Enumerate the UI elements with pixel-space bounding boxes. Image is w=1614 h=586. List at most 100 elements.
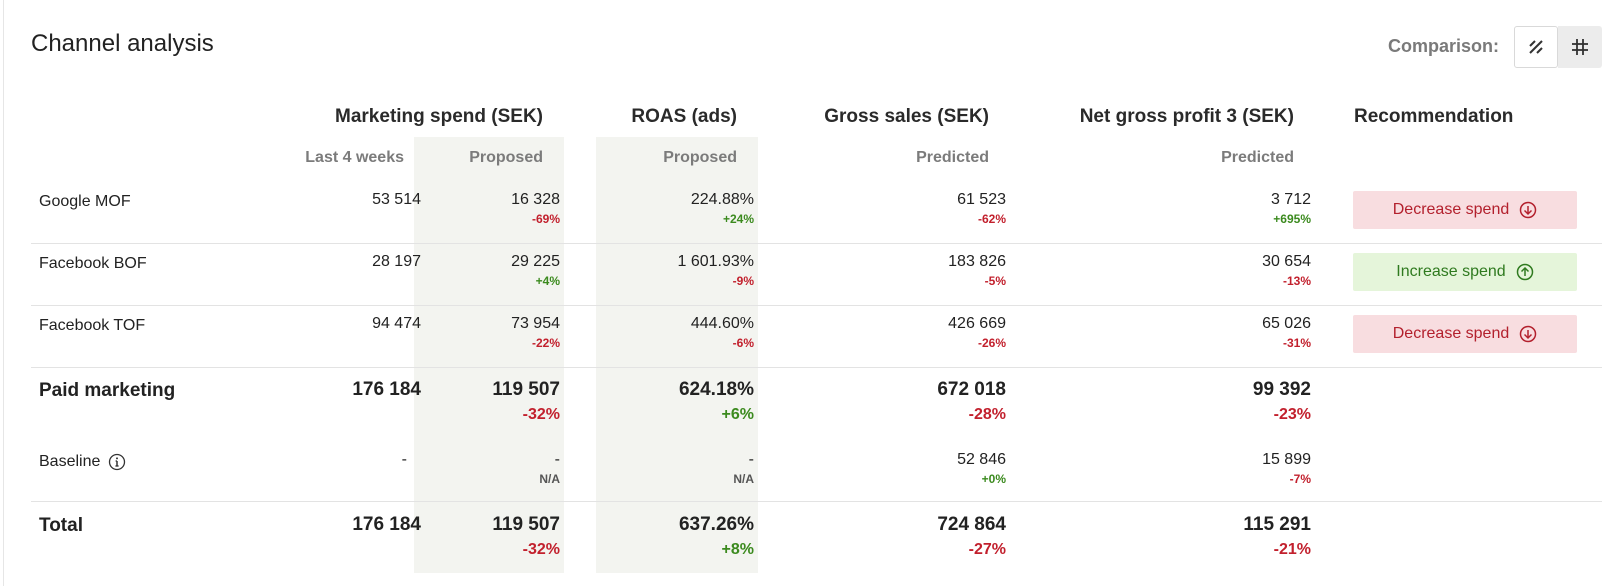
spend-proposed-cell: - N/A (539, 450, 560, 488)
roas-value: 624.18% (678, 379, 754, 400)
gross-sales-cell: 672 018 -28% (937, 378, 1006, 428)
net-profit-delta: -7% (1289, 472, 1311, 486)
subheader-proposed-spend: Proposed (469, 149, 543, 166)
spend-proposed-cell: 73 954 -22% (511, 314, 560, 352)
baseline-label-wrap: Baseline (39, 453, 126, 471)
header-roas: ROAS (ads) (631, 106, 737, 127)
net-profit-delta: -31% (1282, 336, 1311, 350)
table-row-facebook-bof: Facebook BOF 28 197 29 225 +4% 1 601.93% -… (31, 250, 1602, 304)
increase-spend-button[interactable]: Increase spend (1353, 253, 1577, 291)
spend-proposed-value: 119 507 (492, 379, 560, 400)
gross-sales-cell: 724 864 -27% (937, 513, 1006, 563)
spend-proposed-delta: -32% (522, 406, 560, 423)
row-divider (31, 243, 1602, 244)
recommendation-label: Increase spend (1396, 263, 1506, 280)
gross-sales-cell: 426 669 -26% (948, 314, 1006, 352)
decrease-spend-button[interactable]: Decrease spend (1353, 191, 1577, 229)
gross-sales-delta: +0% (981, 472, 1006, 486)
spend-last-cell: 176 184 (352, 378, 421, 402)
recommendation-label: Decrease spend (1392, 325, 1510, 342)
channel-label: Facebook BOF (39, 255, 147, 272)
net-profit-cell: 30 654 -13% (1262, 252, 1311, 290)
subheader-predicted-gross-sales: Predicted (916, 149, 989, 166)
paid-marketing-label: Paid marketing (39, 380, 176, 401)
header-marketing-spend: Marketing spend (SEK) (335, 106, 543, 127)
channel-label: Google MOF (39, 193, 131, 210)
spend-proposed-cell: 16 328 -69% (511, 190, 560, 228)
roas-delta: +24% (722, 212, 754, 226)
roas-delta: +8% (721, 541, 754, 558)
roas-cell: 1 601.93% -9% (677, 252, 754, 290)
gross-sales-value: 426 669 (948, 315, 1006, 332)
gross-sales-value: 724 864 (937, 514, 1006, 535)
spend-proposed-delta: -69% (531, 212, 560, 226)
spend-proposed-delta: +4% (535, 274, 560, 288)
table-row-google-mof: Google MOF 53 514 16 328 -69% 224.88% +24%… (31, 188, 1602, 242)
arrow-up-circle-icon (1516, 263, 1533, 281)
spend-proposed-value: - (554, 451, 560, 468)
net-profit-delta: -23% (1273, 406, 1311, 423)
roas-cell: 624.18% +6% (679, 378, 754, 428)
roas-value: - (748, 451, 754, 468)
spend-last-value: - (401, 451, 407, 468)
net-profit-cell: 65 026 -31% (1262, 314, 1311, 352)
header-gross-sales: Gross sales (SEK) (824, 106, 989, 127)
spend-last-cell: 28 197 (372, 252, 421, 272)
spend-proposed-cell: 119 507 -32% (492, 513, 560, 563)
roas-value: 1 601.93% (677, 253, 754, 270)
spend-proposed-value: 73 954 (511, 315, 560, 332)
net-profit-value: 115 291 (1243, 514, 1311, 535)
panel-left-border (3, 0, 4, 586)
table-row-total: Total 176 184 119 507 -32% 637.26% +8% 724… (31, 511, 1602, 571)
row-divider (31, 367, 1602, 368)
gross-sales-delta: -27% (968, 541, 1006, 558)
subheader-proposed-roas: Proposed (663, 149, 737, 166)
spend-proposed-delta: -32% (522, 541, 560, 558)
spend-last-value: 176 184 (352, 514, 421, 535)
net-profit-cell: 99 392 -23% (1253, 378, 1311, 428)
roas-delta: -9% (732, 274, 754, 288)
roas-value: 224.88% (690, 191, 754, 208)
table-row-baseline: Baseline - - N/A - N/A 52 846 +0% 15 899 -7% (31, 448, 1602, 498)
table-row-paid-marketing: Paid marketing 176 184 119 507 -32% 624.1… (31, 376, 1602, 436)
net-profit-cell: 15 899 -7% (1262, 450, 1311, 488)
subheader-predicted-net-profit: Predicted (1221, 149, 1294, 166)
spend-last-value: 176 184 (352, 379, 421, 400)
roas-cell: 224.88% +24% (691, 190, 754, 228)
net-profit-delta: +695% (1273, 212, 1311, 226)
proposed-spend-column-highlight (414, 137, 564, 573)
channel-label: Facebook TOF (39, 317, 146, 334)
absolute-mode-button[interactable] (1558, 26, 1602, 68)
roas-cell: - N/A (733, 450, 754, 488)
spend-last-cell: 176 184 (352, 513, 421, 537)
spend-proposed-value: 29 225 (511, 253, 560, 270)
spend-proposed-value: 16 328 (511, 191, 560, 208)
spend-proposed-cell: 29 225 +4% (511, 252, 560, 290)
table-row-facebook-tof: Facebook TOF 94 474 73 954 -22% 444.60% -6… (31, 312, 1602, 366)
spend-proposed-delta: N/A (539, 472, 560, 486)
gross-sales-cell: 52 846 +0% (957, 450, 1006, 488)
spend-proposed-delta: -22% (531, 336, 560, 350)
roas-column-highlight (596, 137, 758, 573)
spend-last-value: 94 474 (372, 315, 421, 332)
roas-delta: -6% (732, 336, 754, 350)
gross-sales-delta: -28% (968, 406, 1006, 423)
net-profit-value: 99 392 (1252, 379, 1311, 400)
total-label: Total (39, 515, 83, 536)
decrease-spend-button[interactable]: Decrease spend (1353, 315, 1577, 353)
percent-mode-button[interactable] (1514, 26, 1558, 68)
roas-delta: +6% (721, 406, 754, 423)
net-profit-cell: 115 291 -21% (1243, 513, 1311, 563)
arrow-down-circle-icon (1520, 201, 1537, 219)
hash-icon (1572, 39, 1588, 55)
net-profit-value: 30 654 (1262, 253, 1311, 270)
info-icon[interactable] (108, 453, 126, 471)
net-profit-value: 3 712 (1270, 191, 1311, 208)
spend-last-cell: 53 514 (372, 190, 421, 210)
gross-sales-delta: -62% (977, 212, 1006, 226)
baseline-label: Baseline (39, 453, 101, 471)
roas-cell: 444.60% -6% (691, 314, 754, 352)
net-profit-delta: -13% (1282, 274, 1311, 288)
net-profit-value: 65 026 (1262, 315, 1311, 332)
gross-sales-cell: 183 826 -5% (948, 252, 1006, 290)
